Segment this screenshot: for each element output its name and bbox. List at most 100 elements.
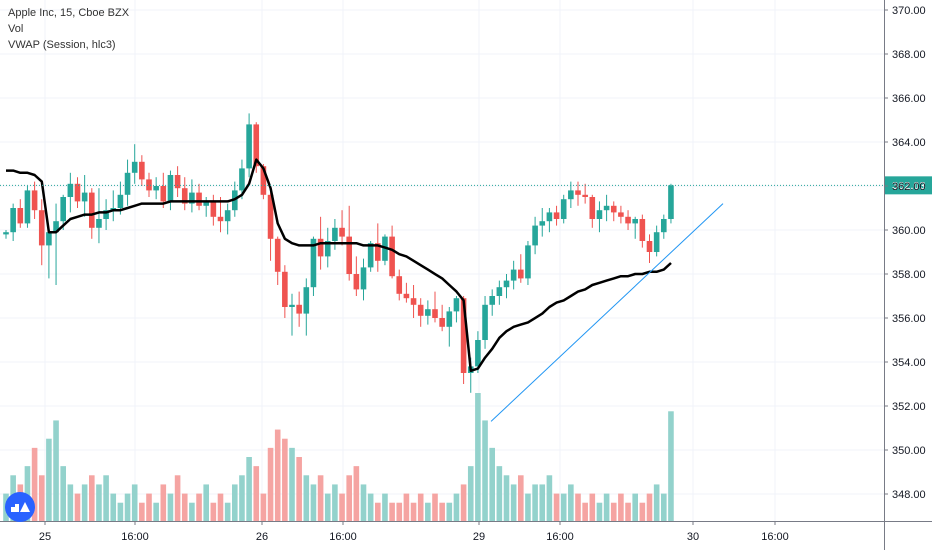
candle-body <box>603 205 610 211</box>
candle-body <box>525 245 531 279</box>
candle-body <box>303 287 310 314</box>
volume-bar <box>310 484 317 521</box>
volume-bar <box>467 466 474 521</box>
volume-bar <box>568 484 574 521</box>
candle-body <box>446 311 453 327</box>
volume-bar <box>532 484 538 521</box>
volume-bar <box>181 493 188 521</box>
candle-body <box>518 269 524 279</box>
volume-bar <box>74 493 81 521</box>
candle-body <box>146 179 152 191</box>
volume-bar <box>131 484 138 521</box>
candle-body <box>439 318 445 327</box>
volume-bar <box>232 484 238 521</box>
volume-bar <box>67 484 74 521</box>
y-tick-label: 350.00 <box>892 445 926 457</box>
candle-body <box>103 210 109 219</box>
volume-bar <box>117 502 124 521</box>
candle-body <box>396 276 403 294</box>
candle-body <box>310 238 317 288</box>
candle-body <box>181 188 188 204</box>
candle-body <box>646 241 653 252</box>
candle-body <box>403 293 410 299</box>
candle-body <box>124 172 131 195</box>
volume-bar <box>174 475 181 521</box>
volume-bar <box>582 502 588 521</box>
candle-body <box>153 186 159 191</box>
volume-bar <box>503 475 510 521</box>
volume-bar <box>60 466 66 521</box>
candle-body <box>196 192 202 206</box>
volume-bar <box>167 493 174 521</box>
candle-body <box>475 340 481 367</box>
candle-body <box>360 267 367 290</box>
y-tick-label: 348.00 <box>892 489 926 501</box>
volume-bar <box>81 484 88 521</box>
candle-body <box>217 216 224 222</box>
x-tick-label: 16:00 <box>329 531 357 543</box>
volume-bar <box>425 502 431 521</box>
candle-body <box>510 269 517 281</box>
candle-body <box>639 219 646 241</box>
y-tick-label: 362.00 <box>892 181 926 193</box>
volume-bar <box>153 502 159 521</box>
x-tick-label: 16:00 <box>546 531 574 543</box>
volume-bar <box>489 447 495 521</box>
volume-bar <box>632 493 638 521</box>
candle-body <box>610 205 617 213</box>
volume-bar <box>603 493 610 521</box>
legend-symbol[interactable]: Apple Inc, 15, Cboe BZX <box>8 7 130 19</box>
volume-bar <box>124 493 131 521</box>
x-tick-label: 25 <box>39 531 51 543</box>
volume-bars <box>3 393 674 521</box>
candle-body <box>453 298 460 312</box>
volume-bar <box>439 502 445 521</box>
volume-bar <box>210 502 217 521</box>
volume-bar <box>496 466 503 521</box>
volume-bar <box>246 457 252 521</box>
volume-bar <box>253 466 260 521</box>
volume-bar <box>596 502 603 521</box>
x-tick-label: 30 <box>687 531 699 543</box>
legend-vwap[interactable]: VWAP (Session, hlc3) <box>8 39 116 51</box>
candle-body <box>260 166 267 195</box>
volume-bar <box>53 420 59 521</box>
candle-body <box>582 194 588 197</box>
volume-bar <box>332 484 338 521</box>
candle-body <box>139 161 145 180</box>
candle-body <box>353 274 360 290</box>
candle-body <box>496 287 503 296</box>
candle-body <box>560 199 567 219</box>
volume-bar <box>89 475 95 521</box>
volume-bar <box>317 475 324 521</box>
candle-body <box>117 194 124 208</box>
trend-line[interactable] <box>490 203 724 422</box>
candle-body <box>589 197 596 219</box>
x-tick-label: 26 <box>256 531 268 543</box>
grid-lines <box>0 0 884 521</box>
volume-bar <box>46 438 52 521</box>
volume-bar <box>446 502 453 521</box>
volume-bar <box>217 493 224 521</box>
candle-body <box>618 212 624 217</box>
y-tick-label: 370.00 <box>892 5 926 17</box>
volume-bar <box>367 493 374 521</box>
candle-body <box>24 190 31 224</box>
volume-bar <box>646 493 653 521</box>
volume-bar <box>403 493 410 521</box>
candle-body <box>167 175 174 202</box>
candle-body <box>432 309 438 318</box>
legend-volume[interactable]: Vol <box>8 23 24 35</box>
candle-body <box>489 296 495 305</box>
volume-bar <box>618 493 624 521</box>
candle-body <box>596 210 603 219</box>
candle-body <box>375 243 381 261</box>
candle-body <box>60 197 66 222</box>
candle-body <box>668 185 674 219</box>
tradingview-logo-icon[interactable] <box>5 492 35 522</box>
candle-body <box>575 190 581 195</box>
volume-bar <box>539 484 546 521</box>
candle-body <box>31 190 38 211</box>
